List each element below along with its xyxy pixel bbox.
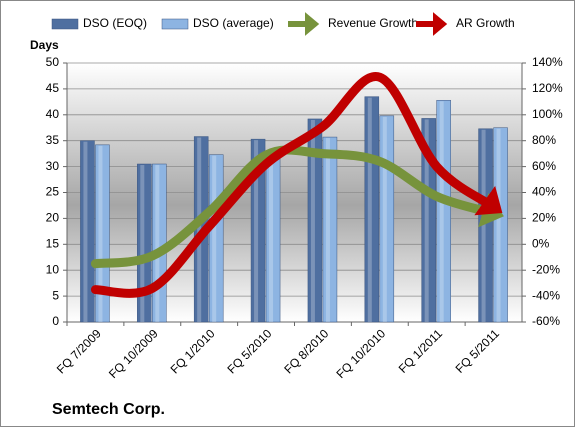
bar-shine [382, 116, 387, 322]
bar [364, 96, 380, 323]
bar [436, 100, 451, 323]
y2-tick-label: 140% [532, 55, 563, 69]
line [90, 72, 503, 298]
bar-shine [254, 140, 259, 322]
bar-shine [83, 141, 88, 322]
y-axis-title: Days [30, 38, 59, 52]
bar-shine [212, 155, 217, 322]
bar [421, 118, 436, 323]
legend-label: AR Growth [456, 16, 515, 30]
bar-shine [325, 138, 330, 322]
y-tick-label: 0 [52, 314, 59, 328]
bar-shine [439, 101, 444, 323]
y-tick-label: 20 [46, 211, 60, 225]
bar-shine [367, 97, 372, 322]
bar [80, 140, 95, 323]
bar [137, 163, 152, 323]
legend-label: DSO (EOQ) [83, 16, 147, 30]
bar-shine [496, 128, 501, 322]
y2-tick-label: 100% [532, 107, 563, 121]
bar-shine [424, 119, 429, 323]
bar-shine [140, 165, 145, 322]
bar-shine [155, 165, 160, 322]
bar [307, 118, 323, 323]
legend-label: DSO (average) [193, 16, 274, 30]
y-tick-label: 10 [46, 262, 60, 276]
chart-title: Semtech Corp. [52, 401, 165, 418]
legend-swatch [161, 18, 189, 30]
y2-tick-label: 60% [532, 159, 556, 173]
y-tick-label: 5 [52, 288, 59, 302]
y-tick-label: 50 [46, 55, 60, 69]
y-tick-label: 45 [46, 81, 60, 95]
bar-shine [197, 137, 202, 322]
bar [250, 138, 266, 323]
bar-shine [98, 145, 103, 322]
bar [95, 144, 110, 323]
legend-swatch [51, 18, 79, 30]
legend-label: Revenue Growth [328, 16, 418, 30]
y2-tick-label: 40% [532, 185, 556, 199]
y-tick-label: 35 [46, 133, 60, 147]
bar-shine [269, 152, 274, 322]
y-tick-label: 15 [46, 236, 60, 250]
y2-tick-label: -40% [532, 288, 560, 302]
y-tick-label: 40 [46, 107, 60, 121]
bar [322, 136, 338, 323]
y2-tick-label: 120% [532, 81, 563, 95]
y2-tick-label: 80% [532, 133, 556, 147]
bar-shine [481, 129, 486, 322]
bar-shine [310, 119, 315, 322]
y2-tick-label: -60% [532, 314, 560, 328]
y2-tick-label: 20% [532, 211, 556, 225]
y-tick-label: 25 [46, 185, 60, 199]
y2-tick-label: 0% [532, 236, 550, 250]
y-tick-label: 30 [46, 159, 60, 173]
y2-tick-label: -20% [532, 262, 560, 276]
